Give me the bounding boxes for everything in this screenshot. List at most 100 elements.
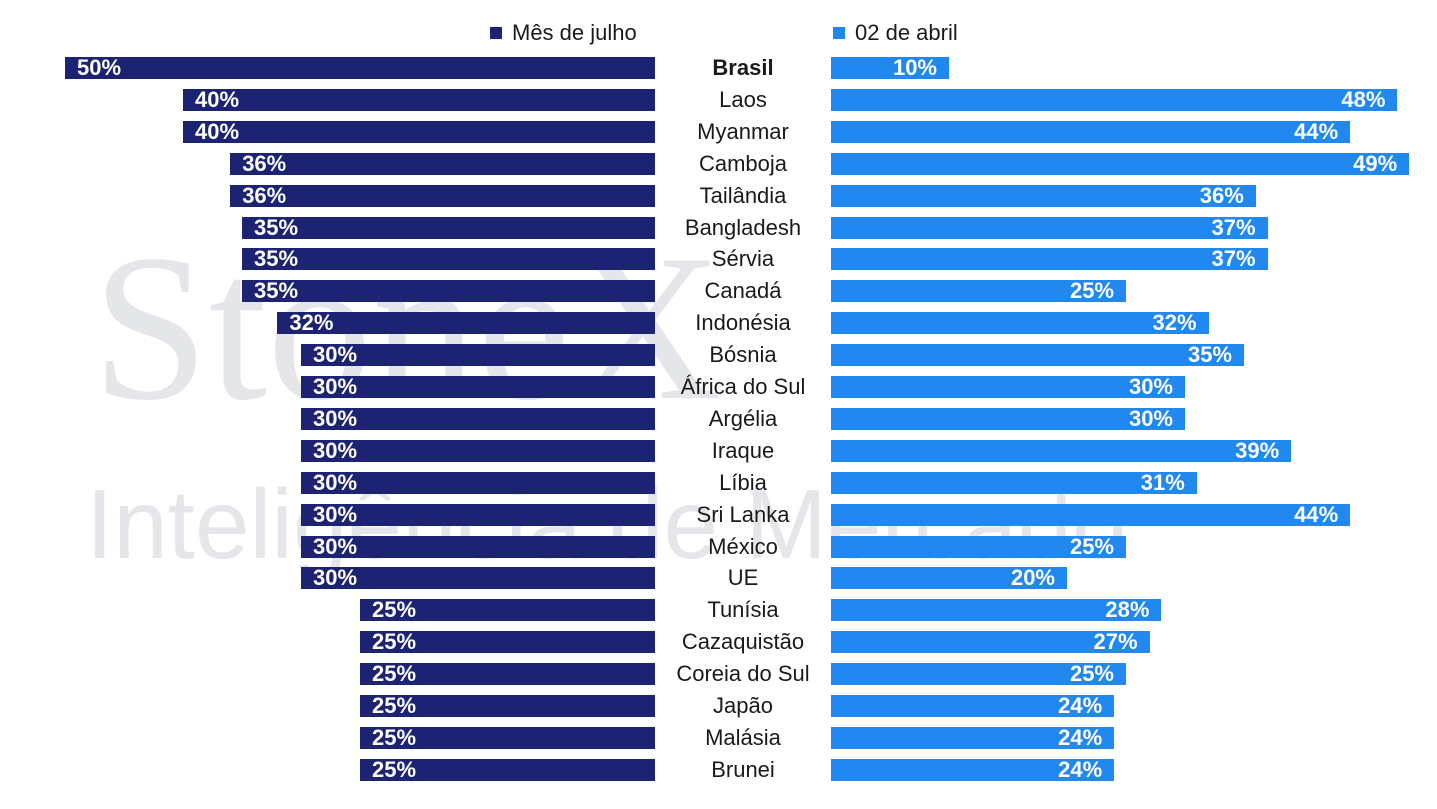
category-label: Camboja — [698, 150, 788, 176]
value-label-april: 24% — [1058, 693, 1103, 718]
value-label-april: 28% — [1105, 597, 1150, 623]
value-label-april: 39% — [1235, 437, 1280, 463]
category-label: Sri Lanka — [696, 501, 790, 527]
value-label-july: 30% — [313, 374, 358, 399]
bar-july — [301, 471, 655, 494]
bar-july — [242, 216, 655, 239]
value-label-july: 30% — [313, 342, 358, 368]
legend-swatch-july — [490, 27, 502, 39]
bar-april — [831, 216, 1268, 239]
bar-april — [831, 726, 1115, 749]
category-label: México — [708, 533, 778, 559]
value-label-july: 30% — [313, 469, 358, 495]
value-label-april: 44% — [1294, 501, 1339, 527]
bar-july — [301, 503, 655, 526]
bar-april — [831, 88, 1398, 111]
bar-july — [301, 567, 655, 590]
value-label-july: 30% — [313, 501, 358, 527]
category-label: Tunísia — [707, 597, 779, 623]
value-label-april: 36% — [1199, 182, 1244, 208]
category-label: Japão — [713, 693, 773, 718]
value-label-july: 25% — [372, 661, 417, 687]
bar-july — [183, 120, 655, 143]
bar-april — [831, 471, 1197, 494]
value-label-july: 25% — [372, 693, 417, 718]
bar-april — [831, 503, 1351, 526]
bar-july — [301, 535, 655, 558]
value-label-july: 32% — [289, 310, 334, 336]
bar-july — [301, 344, 655, 367]
category-label: Líbia — [719, 469, 767, 495]
bar-april — [831, 120, 1351, 143]
bar-july — [360, 726, 655, 749]
category-label: UE — [727, 565, 759, 591]
category-label: Argélia — [708, 405, 778, 431]
legend-item-july: Mês de julho — [490, 19, 637, 47]
value-label-july: 35% — [254, 246, 299, 272]
value-label-april: 35% — [1187, 342, 1232, 368]
value-label-april: 24% — [1058, 724, 1103, 750]
value-label-july: 30% — [313, 437, 358, 463]
bar-april — [831, 152, 1410, 175]
value-label-april: 32% — [1152, 310, 1197, 336]
legend-label-april: 02 de abril — [855, 20, 958, 45]
bar-april — [831, 439, 1292, 462]
value-label-july: 50% — [77, 55, 122, 80]
legend-label-july: Mês de julho — [512, 20, 637, 45]
value-label-april: 30% — [1128, 405, 1173, 431]
bar-july — [301, 439, 655, 462]
bar-july — [360, 663, 655, 686]
category-label: Laos — [719, 86, 767, 112]
bar-april — [831, 376, 1185, 398]
bar-april — [831, 280, 1126, 303]
bar-july — [277, 312, 655, 335]
legend-swatch-april — [833, 27, 845, 39]
bar-july — [360, 631, 655, 654]
bar-july — [65, 57, 655, 79]
bar-july — [360, 695, 655, 717]
category-label: Tailândia — [699, 182, 787, 208]
bar-july — [360, 758, 655, 781]
value-label-july: 40% — [195, 118, 240, 144]
value-label-july: 25% — [372, 629, 417, 655]
legend-item-april: 02 de abril — [833, 19, 958, 47]
category-label: Sérvia — [711, 246, 775, 272]
value-label-april: 25% — [1069, 661, 1114, 687]
value-label-july: 25% — [372, 597, 417, 623]
value-label-july: 40% — [195, 86, 240, 112]
value-label-april: 48% — [1341, 86, 1386, 112]
value-label-april: 24% — [1058, 756, 1103, 782]
category-label: Cazaquistão — [681, 629, 805, 655]
bar-april — [831, 695, 1115, 717]
value-label-july: 36% — [242, 150, 287, 176]
category-label: Bangladesh — [684, 214, 802, 240]
bar-july — [230, 152, 655, 175]
bar-april — [831, 344, 1244, 367]
value-label-july: 25% — [372, 724, 417, 750]
value-label-july: 35% — [254, 278, 299, 304]
bar-april — [831, 535, 1126, 558]
bar-april — [831, 184, 1256, 207]
value-label-july: 25% — [372, 756, 417, 782]
category-label: Brunei — [711, 756, 775, 782]
bar-april — [831, 663, 1126, 686]
value-label-july: 30% — [313, 533, 358, 559]
category-label: Canadá — [704, 278, 782, 304]
bar-april — [831, 248, 1268, 271]
value-label-april: 49% — [1353, 150, 1398, 176]
value-label-april: 30% — [1128, 374, 1173, 399]
category-label: Myanmar — [697, 118, 789, 144]
bar-july — [360, 599, 655, 622]
category-label: Malásia — [705, 724, 781, 750]
bar-april — [831, 758, 1115, 781]
value-label-july: 35% — [254, 214, 299, 240]
value-label-april: 25% — [1069, 278, 1114, 304]
value-label-april: 37% — [1211, 246, 1256, 272]
value-label-april: 25% — [1069, 533, 1114, 559]
value-label-april: 27% — [1093, 629, 1138, 655]
category-label: Indonésia — [695, 310, 791, 336]
bar-july — [183, 88, 655, 111]
bar-july — [301, 407, 655, 430]
bar-april — [831, 631, 1150, 654]
